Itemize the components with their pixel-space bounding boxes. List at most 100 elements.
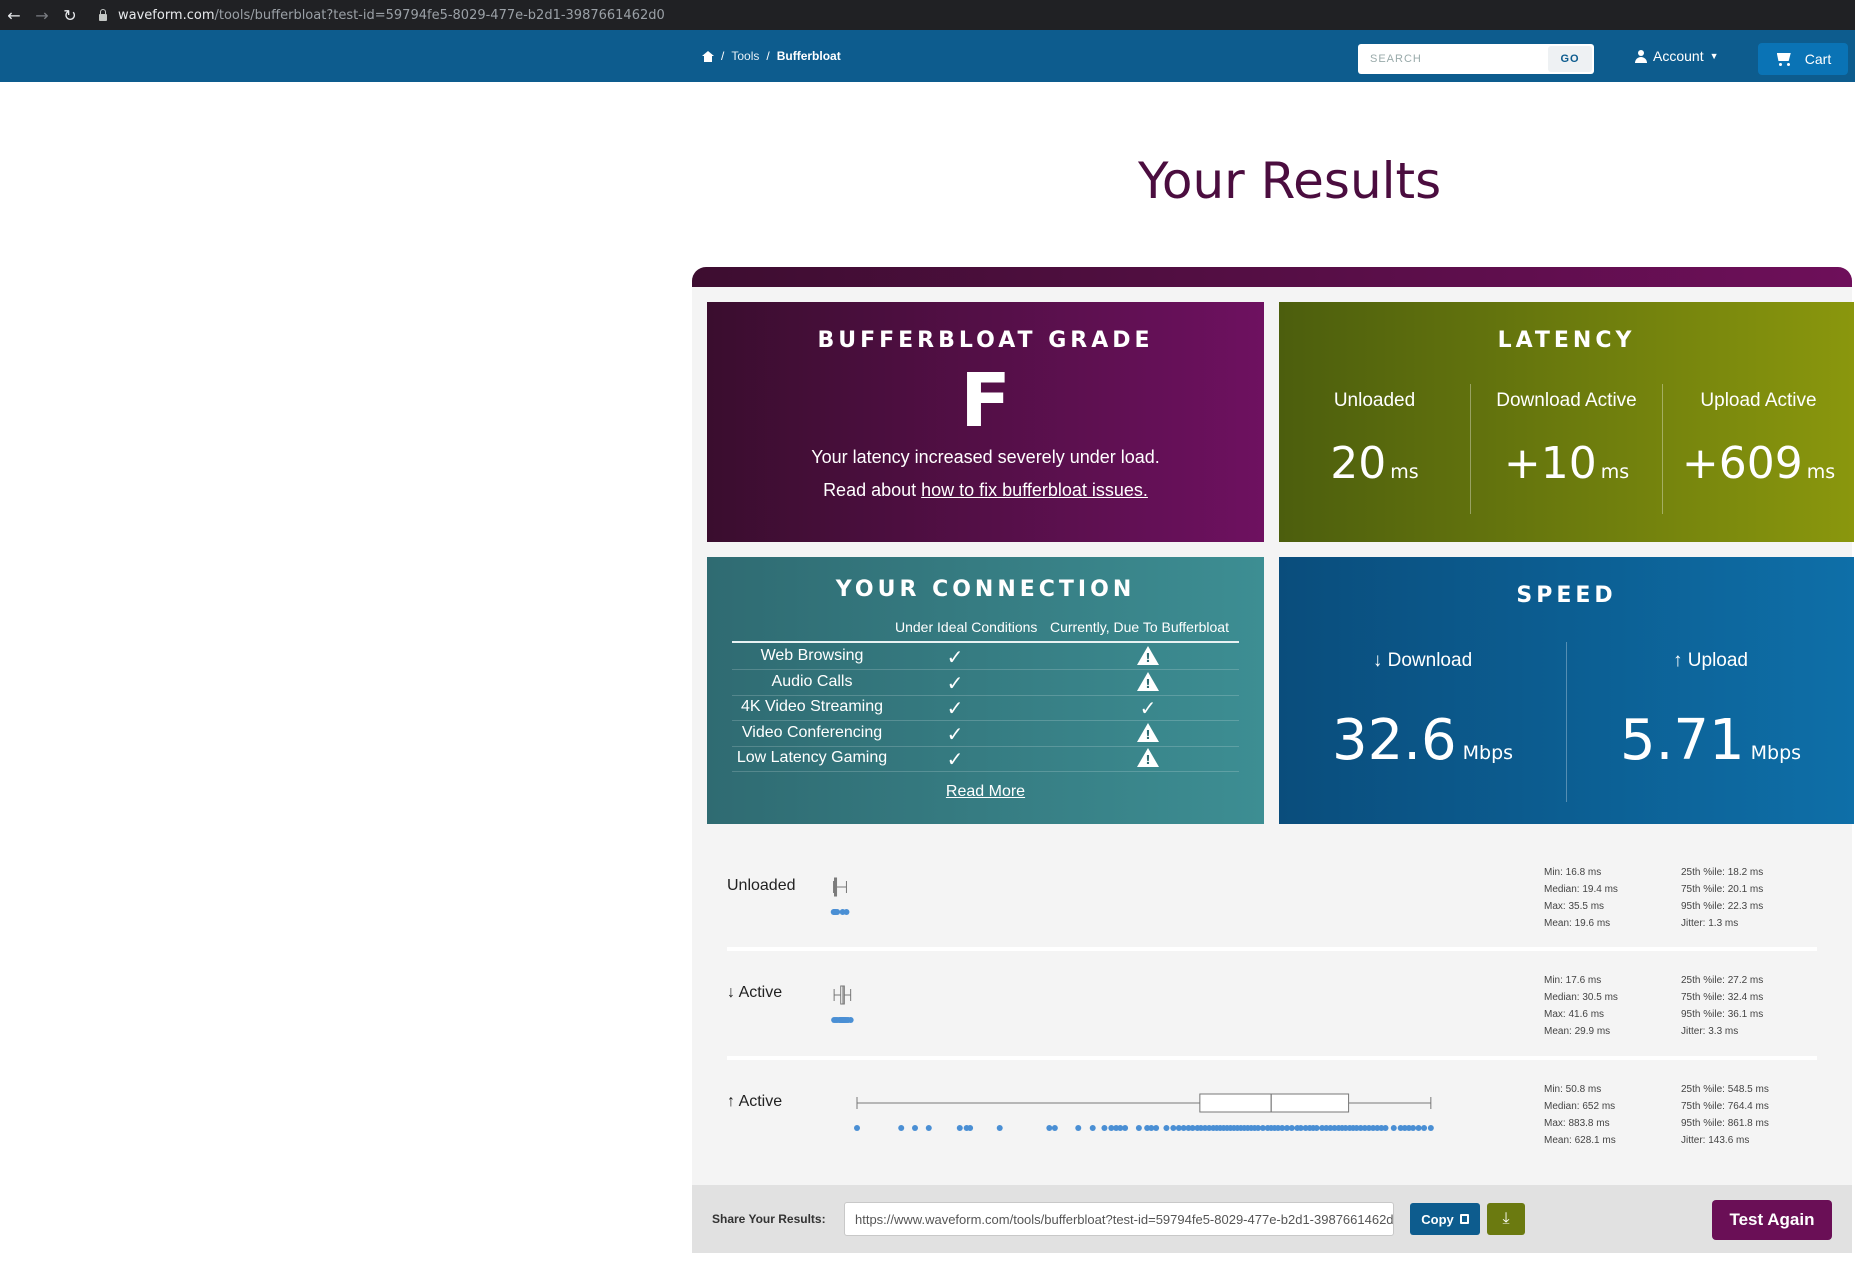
fix-bufferbloat-link[interactable]: how to fix bufferbloat issues. (921, 480, 1148, 500)
data-point (1175, 1125, 1182, 1131)
data-point (1275, 1125, 1282, 1131)
address-bar[interactable]: waveform.com/tools/bufferbloat?test-id=5… (98, 0, 665, 30)
data-point (1259, 1125, 1266, 1131)
grade-heading: BUFFERBLOAT GRADE (817, 328, 1154, 353)
stats-upload-active: Min: 50.8 ms Median: 652 ms Max: 883.8 m… (1544, 1084, 1616, 1146)
data-point (1415, 1125, 1422, 1131)
data-point (925, 1125, 932, 1131)
share-bar: Share Your Results: Copy ⤓ Test Again (692, 1185, 1852, 1253)
warning-icon (1137, 748, 1159, 768)
latency-heading: LATENCY (1497, 328, 1636, 353)
check-icon: ✓ (946, 747, 964, 771)
search-input[interactable] (1358, 44, 1548, 74)
data-point (1046, 1125, 1053, 1131)
data-point (1202, 1125, 1209, 1131)
data-point (1374, 1125, 1381, 1131)
row-divider (727, 1056, 1817, 1060)
warning-icon (1137, 722, 1159, 743)
connection-row-label: Low Latency Gaming (736, 749, 888, 766)
connection-row-label: Web Browsing (760, 647, 864, 664)
forward-arrow-icon[interactable]: → (35, 5, 49, 25)
data-point (1382, 1125, 1389, 1131)
stats-download-active: Min: 17.6 ms Median: 30.5 ms Max: 41.6 m… (1544, 975, 1618, 1037)
data-point (1197, 1125, 1204, 1131)
reload-icon[interactable]: ↻ (63, 5, 77, 25)
home-icon[interactable] (702, 50, 714, 62)
data-point (1297, 1125, 1304, 1131)
results-top-bar (692, 267, 1852, 287)
latency-card: LATENCY Unloaded 20 ms Download Active +1… (1279, 302, 1854, 542)
share-label: Share Your Results: (712, 1212, 826, 1226)
search-go-button[interactable]: GO (1548, 46, 1592, 72)
data-point (1255, 1125, 1262, 1131)
data-point (1361, 1125, 1368, 1131)
dist-label-download-active: ↓ Active (727, 984, 783, 1001)
col-current-header: Currently, Due To Bufferbloat (1050, 619, 1229, 635)
data-point (1327, 1125, 1334, 1131)
data-point (1421, 1125, 1428, 1131)
data-point (1284, 1125, 1290, 1131)
data-point (1189, 1125, 1196, 1131)
data-point (1313, 1125, 1320, 1131)
warning-icon (1137, 671, 1159, 692)
url-path: /tools/bufferbloat?test-id=59794fe5-8029… (214, 7, 665, 23)
iqr-box (1199, 1093, 1350, 1113)
dist-label-unloaded: Unloaded (727, 877, 796, 894)
data-point (1148, 1125, 1155, 1131)
data-point (1180, 1125, 1187, 1131)
grade-letter: F (960, 358, 1011, 444)
cart-button[interactable]: Cart (1758, 43, 1848, 75)
connection-row-label: 4K Video Streaming (740, 698, 883, 715)
grade-read-about: Read about how to fix bufferbloat issues… (823, 480, 1148, 500)
data-point (834, 909, 841, 915)
data-point (1089, 1125, 1096, 1131)
stats2-unloaded: 25th %ile: 18.2 ms 75th %ile: 20.1 ms 95… (1681, 867, 1764, 929)
speed-upload: ↑ Upload 5.71 Mbps (1566, 642, 1854, 802)
your-connection-card: YOUR CONNECTION Under Ideal Conditions C… (707, 557, 1264, 824)
data-point (1185, 1125, 1192, 1131)
data-point (1135, 1125, 1142, 1131)
test-again-button[interactable]: Test Again (1712, 1200, 1832, 1240)
bufferbloat-grade-card: BUFFERBLOAT GRADE F Your latency increas… (707, 302, 1264, 542)
row-divider (727, 947, 1817, 951)
grade-message: Your latency increased severely under lo… (811, 447, 1160, 467)
data-point (1101, 1125, 1108, 1131)
back-arrow-icon[interactable]: ← (7, 5, 21, 25)
data-point (1117, 1125, 1124, 1131)
connection-row-label: Audio Calls (771, 672, 853, 690)
dist-label-upload-active: ↑ Active (727, 1093, 783, 1110)
download-button[interactable]: ⤓ (1487, 1203, 1525, 1235)
page-title: Your Results (1138, 152, 1442, 210)
stats2-upload-active: 25th %ile: 548.5 ms 75th %ile: 764.4 ms … (1681, 1084, 1769, 1146)
data-point (1075, 1125, 1082, 1131)
data-point (1122, 1125, 1129, 1131)
share-url-input[interactable] (844, 1202, 1394, 1236)
latency-upload-active: Upload Active +609 ms (1662, 384, 1854, 514)
account-menu[interactable]: Account ▼ (1635, 30, 1719, 82)
connection-row-label: Video Conferencing (741, 723, 883, 741)
data-point (996, 1125, 1003, 1131)
connection-row: Low Latency Gaming ✓ (732, 747, 1239, 772)
connection-row: 4K Video Streaming ✓ ✓ (732, 696, 1239, 721)
connection-row: Video Conferencing ✓ (732, 722, 1239, 747)
breadcrumb-tools[interactable]: Tools (731, 49, 760, 63)
latency-unloaded: Unloaded 20 ms (1330, 390, 1419, 489)
account-label: Account (1653, 48, 1704, 64)
check-icon: ✓ (946, 721, 964, 746)
data-point (1357, 1125, 1364, 1131)
data-point (1163, 1125, 1170, 1131)
copy-button[interactable]: Copy (1410, 1203, 1480, 1235)
url-host: waveform.com (118, 7, 215, 23)
copy-icon (1459, 1214, 1469, 1224)
download-icon: ⤓ (1502, 1210, 1510, 1227)
read-more-link[interactable]: Read More (945, 783, 1026, 800)
data-point (956, 1125, 963, 1131)
browser-toolbar: ← → ↻ waveform.com/tools/bufferbloat?tes… (0, 0, 1855, 30)
data-point (1153, 1125, 1160, 1131)
chevron-down-icon: ▼ (1709, 51, 1719, 61)
divider (732, 641, 1239, 643)
data-point (1370, 1125, 1377, 1131)
check-icon: ✓ (1139, 696, 1157, 720)
data-point (1378, 1125, 1385, 1131)
